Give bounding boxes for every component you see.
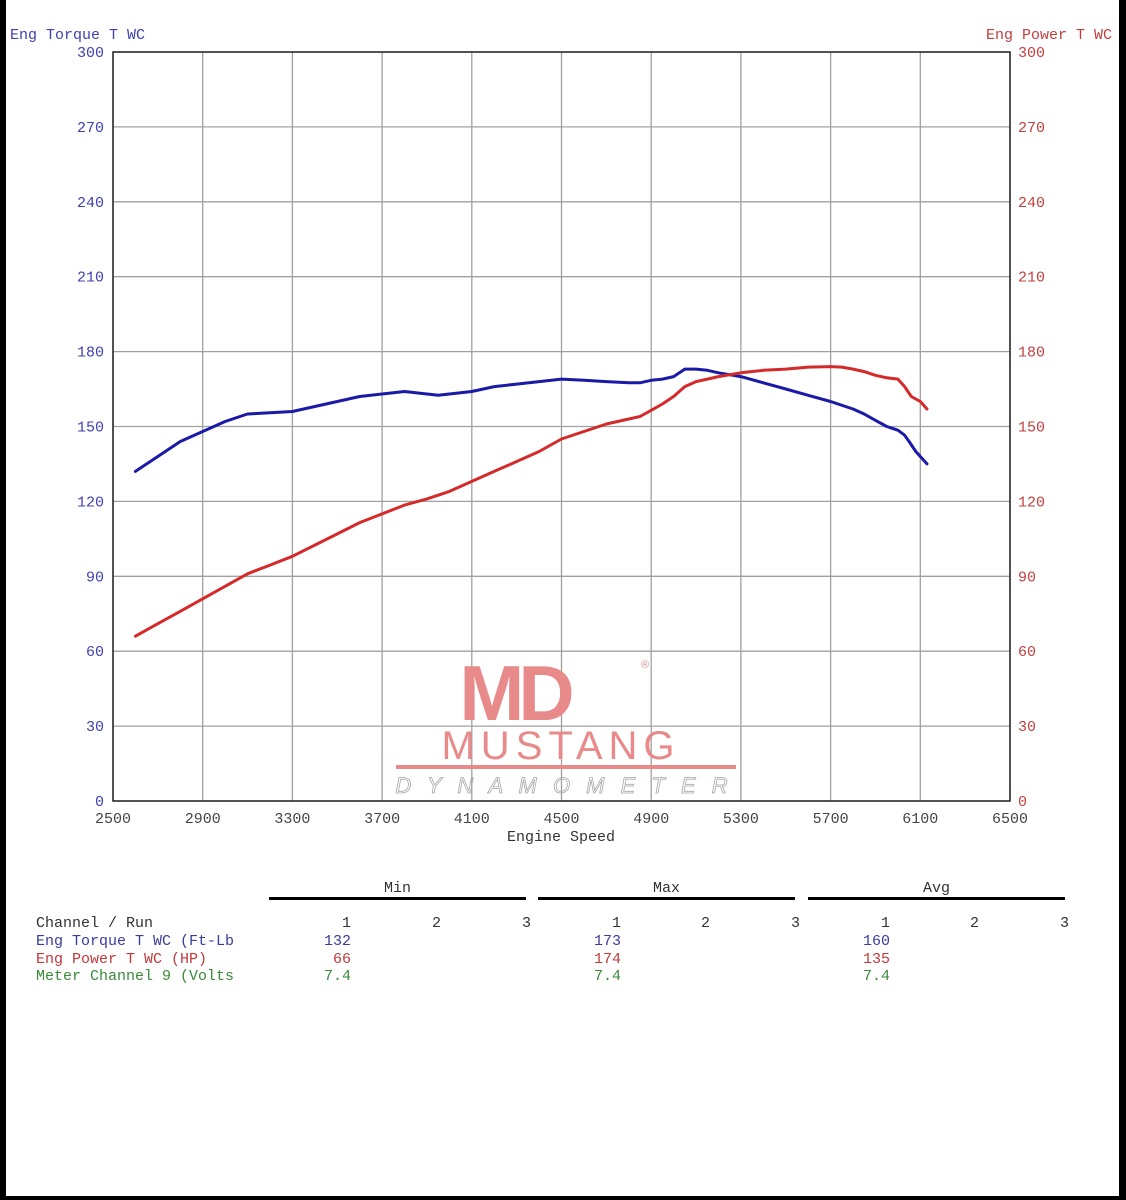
x-axis-title: Engine Speed [507,829,615,846]
row-torque-avg: 160 [862,933,890,950]
logo-registered-mark: ® [641,659,649,671]
x-tick: 2500 [95,811,131,828]
group-max-rule [538,897,795,900]
left-y-tick: 60 [86,644,104,661]
right-y-tick: 0 [1018,794,1027,811]
left-y-tick: 90 [86,569,104,586]
left-y-tick: 180 [77,345,104,362]
channel-run-header: Channel / Run [36,915,154,932]
x-tick: 4500 [543,811,579,828]
left-y-tick: 270 [77,120,104,137]
right-y-tick: 270 [1018,120,1045,137]
x-tick: 4100 [454,811,490,828]
row-torque-min: 132 [323,933,351,950]
avg-run-3: 3 [1059,915,1069,932]
left-y-tick: 150 [77,420,104,437]
left-y-tick: 30 [86,719,104,736]
max-run-1: 1 [611,915,621,932]
row-volts-avg: 7.4 [862,968,890,985]
dyno-chart: MD ® MUSTANG D Y N A M O M E T E R 0 30 60 90 1… [10,27,1112,846]
chart-series [133,365,929,638]
group-avg-label: Avg [922,880,950,897]
max-run-2: 2 [700,915,710,932]
x-tick: 6100 [902,811,938,828]
dyno-report-page: MD ® MUSTANG D Y N A M O M E T E R 0 30 60 90 1… [6,0,1119,1196]
row-volts-min: 7.4 [323,968,351,985]
logo-subtitle: D Y N A M O M E T E R [395,773,732,798]
max-run-3: 3 [790,915,800,932]
row-volts-max: 7.4 [593,968,621,985]
group-min-label: Min [383,880,411,897]
right-axis-title: Eng Power T WC [986,27,1112,44]
row-power-avg: 135 [862,951,890,968]
row-power-channel: Eng Power T WC (HP) [36,951,208,968]
right-y-tick: 150 [1018,420,1045,437]
group-avg-rule [808,897,1065,900]
min-run-2: 2 [431,915,441,932]
right-y-tick: 180 [1018,345,1045,362]
x-tick: 2900 [185,811,221,828]
right-y-tick: 300 [1018,45,1045,62]
x-tick: 3700 [364,811,400,828]
x-tick: 4900 [633,811,669,828]
left-y-tick: 210 [77,270,104,287]
right-y-tick: 210 [1018,270,1045,287]
right-y-tick: 240 [1018,195,1045,212]
logo-word: MUSTANG [441,724,680,768]
min-run-3: 3 [521,915,531,932]
axis-ticks: 0 30 60 90 120 150 180 210 240 270 300 0 30 60 90 120 15… [77,45,1045,828]
left-y-tick: 300 [77,45,104,62]
group-min-rule [269,897,526,900]
right-y-tick: 30 [1018,719,1036,736]
torque-curve [133,367,929,473]
row-torque-max: 173 [593,933,621,950]
min-run-1: 1 [341,915,351,932]
group-max-label: Max [652,880,680,897]
left-axis-title: Eng Torque T WC [10,27,145,44]
x-tick: 5700 [813,811,849,828]
row-torque-channel: Eng Torque T WC (Ft-Lb [36,933,235,950]
plot-frame [112,51,1011,802]
left-y-tick: 240 [77,195,104,212]
plot-border [112,51,1011,802]
avg-run-1: 1 [880,915,890,932]
row-power-min: 66 [332,951,351,968]
logo-underline [396,765,736,769]
left-y-tick: 120 [77,494,104,511]
power-curve [133,365,929,638]
mustang-dynamometer-logo: MD ® MUSTANG D Y N A M O M E T E R [395,649,736,798]
row-volts-channel: Meter Channel 9 (Volts [36,968,235,985]
right-y-tick: 120 [1018,494,1045,511]
row-power-max: 174 [593,951,621,968]
right-y-tick: 60 [1018,644,1036,661]
x-tick: 5300 [723,811,759,828]
x-tick: 3300 [274,811,310,828]
left-y-tick: 0 [95,794,104,811]
right-y-tick: 90 [1018,569,1036,586]
x-tick: 6500 [992,811,1028,828]
logo-md-mark: MD [459,649,572,737]
avg-run-2: 2 [969,915,979,932]
